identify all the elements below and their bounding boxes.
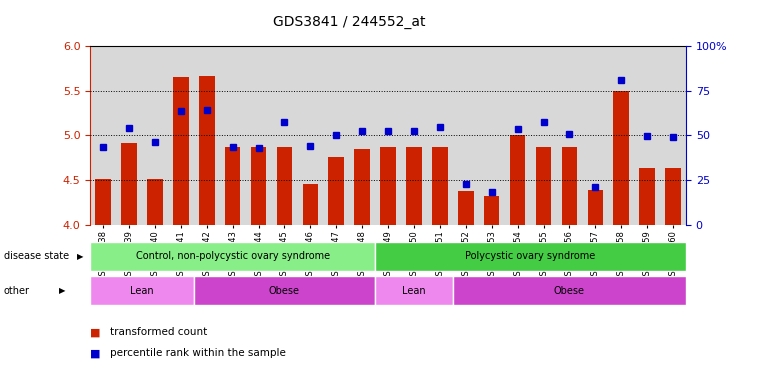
Bar bbox=[535, 147, 551, 225]
Text: GDS3841 / 244552_at: GDS3841 / 244552_at bbox=[273, 15, 425, 29]
Bar bbox=[375, 276, 453, 305]
Bar bbox=[380, 147, 396, 225]
Bar bbox=[168, 46, 194, 225]
Bar bbox=[122, 142, 136, 225]
Bar bbox=[406, 147, 422, 225]
Bar bbox=[505, 46, 531, 225]
Bar bbox=[660, 46, 686, 225]
Bar bbox=[199, 76, 215, 225]
Bar bbox=[640, 167, 655, 225]
Bar bbox=[323, 46, 349, 225]
Bar bbox=[557, 46, 583, 225]
Bar bbox=[194, 276, 375, 305]
Text: other: other bbox=[4, 286, 30, 296]
Bar bbox=[90, 276, 194, 305]
Bar bbox=[303, 184, 318, 225]
Text: ▶: ▶ bbox=[59, 286, 65, 295]
Bar bbox=[613, 91, 629, 225]
Text: transformed count: transformed count bbox=[110, 327, 207, 337]
Bar bbox=[328, 157, 344, 225]
Bar bbox=[484, 196, 499, 225]
Bar bbox=[354, 149, 370, 225]
Bar bbox=[142, 46, 168, 225]
Text: Lean: Lean bbox=[402, 286, 426, 296]
Bar bbox=[375, 242, 686, 271]
Bar bbox=[401, 46, 427, 225]
Bar bbox=[90, 46, 116, 225]
Bar bbox=[531, 46, 557, 225]
Bar bbox=[432, 147, 448, 225]
Text: disease state: disease state bbox=[4, 251, 69, 262]
Bar bbox=[194, 46, 220, 225]
Bar bbox=[96, 179, 111, 225]
Bar bbox=[427, 46, 453, 225]
Bar bbox=[251, 147, 267, 225]
Bar bbox=[349, 46, 375, 225]
Bar bbox=[116, 46, 142, 225]
Bar bbox=[458, 191, 474, 225]
Bar bbox=[225, 147, 241, 225]
Bar bbox=[271, 46, 297, 225]
Text: percentile rank within the sample: percentile rank within the sample bbox=[110, 348, 285, 358]
Text: Polycystic ovary syndrome: Polycystic ovary syndrome bbox=[466, 251, 596, 262]
Bar bbox=[297, 46, 323, 225]
Bar bbox=[510, 136, 525, 225]
Bar bbox=[220, 46, 245, 225]
Bar bbox=[561, 147, 577, 225]
Bar bbox=[245, 46, 271, 225]
Text: ■: ■ bbox=[90, 327, 100, 337]
Bar bbox=[277, 147, 292, 225]
Bar bbox=[173, 77, 189, 225]
Bar bbox=[453, 46, 479, 225]
Bar bbox=[583, 46, 608, 225]
Text: ▶: ▶ bbox=[77, 252, 83, 261]
Text: Lean: Lean bbox=[130, 286, 154, 296]
Text: ■: ■ bbox=[90, 348, 100, 358]
Text: Obese: Obese bbox=[554, 286, 585, 296]
Bar bbox=[375, 46, 401, 225]
Text: Obese: Obese bbox=[269, 286, 300, 296]
Bar bbox=[479, 46, 505, 225]
Bar bbox=[634, 46, 660, 225]
Text: Control, non-polycystic ovary syndrome: Control, non-polycystic ovary syndrome bbox=[136, 251, 330, 262]
Bar bbox=[453, 276, 686, 305]
Bar bbox=[587, 190, 603, 225]
Bar bbox=[666, 167, 681, 225]
Bar bbox=[90, 242, 375, 271]
Bar bbox=[608, 46, 634, 225]
Bar bbox=[147, 179, 163, 225]
